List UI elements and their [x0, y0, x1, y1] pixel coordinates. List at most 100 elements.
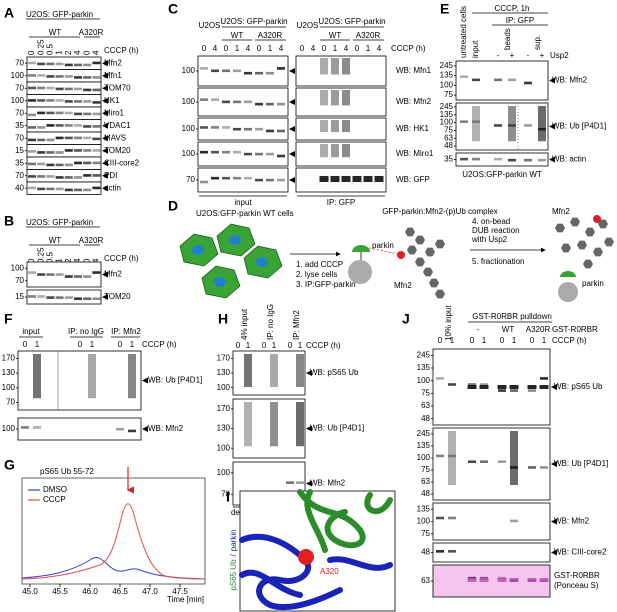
lane-label: 0: [288, 341, 293, 350]
mw-marker: 245: [440, 61, 454, 70]
lane-label: 4: [377, 44, 382, 53]
band-arrow: [549, 156, 555, 163]
x-tick-label: 47.0: [142, 587, 158, 596]
blot-band: [64, 87, 73, 91]
cell-line: U2OS: [297, 21, 319, 30]
blot-band: [524, 81, 532, 85]
step-text: 2. lyse cells: [296, 270, 337, 279]
ub-icon: [405, 227, 415, 237]
band-arrow: [102, 72, 108, 79]
mw-marker: 70: [15, 108, 24, 117]
blot-band: [83, 275, 92, 278]
blot-band: [64, 275, 73, 278]
ub-icon: [415, 235, 425, 245]
mw-marker: 100: [11, 263, 25, 272]
blot-band: [37, 111, 46, 115]
section-title: IP: Mfn2: [292, 310, 301, 340]
mw-marker: 35: [15, 158, 24, 167]
blot-band: [448, 454, 456, 458]
lane-label: 1: [298, 341, 303, 350]
ub-icon: [415, 257, 425, 267]
blot-band: [92, 174, 101, 177]
lane-label: 1: [268, 44, 273, 53]
blot-band: [92, 61, 101, 65]
blot-smear: [331, 90, 339, 106]
mw-marker: 70: [6, 398, 15, 407]
section-title: 4% input: [240, 308, 249, 340]
treatment-label: CCCP (h): [142, 340, 177, 349]
blot-band: [436, 516, 444, 520]
mw-marker: 70: [15, 58, 24, 67]
blot-band: [46, 99, 55, 102]
blot-band: [200, 98, 208, 101]
blot-band: [64, 149, 73, 152]
lane-label: 1: [130, 340, 135, 349]
section-title: input: [234, 198, 252, 207]
blot-band: [28, 138, 36, 142]
band-arrow: [549, 123, 555, 130]
band-arrow: [102, 122, 108, 129]
lane-label: 1: [35, 340, 40, 349]
ub-icon: [577, 240, 587, 250]
blot-band: [200, 150, 208, 154]
blot-label: WB: pS65 Ub: [310, 368, 359, 377]
blot-band: [222, 176, 230, 180]
legend-part: parkin: [229, 529, 238, 551]
blot-band: [28, 271, 36, 274]
mw-marker: 100: [417, 517, 431, 526]
group-label: WT: [231, 31, 244, 40]
mw-marker: 48: [444, 141, 453, 150]
blot-band: [55, 273, 64, 276]
blot-label: TOM20: [104, 292, 131, 301]
blot-band: [472, 78, 480, 82]
step-text: 1. add CCCP: [296, 260, 343, 269]
blot-band: [83, 100, 92, 103]
ponceau-band: [527, 578, 537, 582]
blot-band: [74, 188, 82, 192]
blot-smear: [128, 354, 136, 399]
chart-title: pS65 Ub 55-72: [40, 467, 94, 476]
band-arrow: [289, 177, 295, 183]
blot-band: [480, 460, 488, 463]
x-axis-label: Time [min]: [167, 595, 204, 604]
lane-label: 0.25: [36, 247, 45, 263]
blot-band: [540, 377, 548, 380]
lane-label: 1: [55, 258, 64, 263]
ponceau-band: [509, 578, 519, 582]
blot-band: [222, 69, 230, 73]
cell-line: U2OS: GFP-parkin: [26, 10, 93, 19]
blot-band: [92, 271, 101, 274]
blot-band: [116, 427, 124, 431]
protein-label: parkin: [582, 279, 604, 288]
legend-entry: DMSO: [43, 485, 67, 494]
mw-marker: 63: [421, 401, 430, 410]
blot-band: [233, 100, 241, 104]
blot-band: [92, 297, 101, 301]
blot-band: [74, 149, 82, 152]
blot-smear: [296, 402, 304, 447]
blot-band: [510, 389, 518, 392]
blot-band: [494, 124, 502, 127]
section-title: IP: GFP: [506, 16, 534, 25]
nucleus-icon: [256, 257, 268, 267]
blot-band: [211, 176, 219, 180]
mw-marker: 130: [217, 368, 231, 377]
blot-band: [211, 98, 219, 101]
nucleus-icon: [192, 245, 204, 255]
blot-band: [64, 296, 73, 299]
blot-band: [46, 163, 55, 167]
treatment-label: CCCP (h): [104, 46, 139, 55]
mw-marker: 100: [182, 97, 196, 106]
blot-band: [74, 136, 82, 140]
lane-label: 0: [27, 258, 36, 263]
blot-band: [55, 62, 64, 66]
blot-band: [363, 176, 373, 182]
blot-band: [74, 297, 82, 301]
blot-band: [55, 124, 64, 127]
blot-band: [74, 100, 82, 103]
lane-label: 1: [90, 340, 95, 349]
blot-band: [37, 295, 46, 298]
lane-label: 0: [470, 336, 475, 345]
step-text: DUB reaction: [472, 226, 520, 235]
panel-label: I: [226, 489, 230, 505]
